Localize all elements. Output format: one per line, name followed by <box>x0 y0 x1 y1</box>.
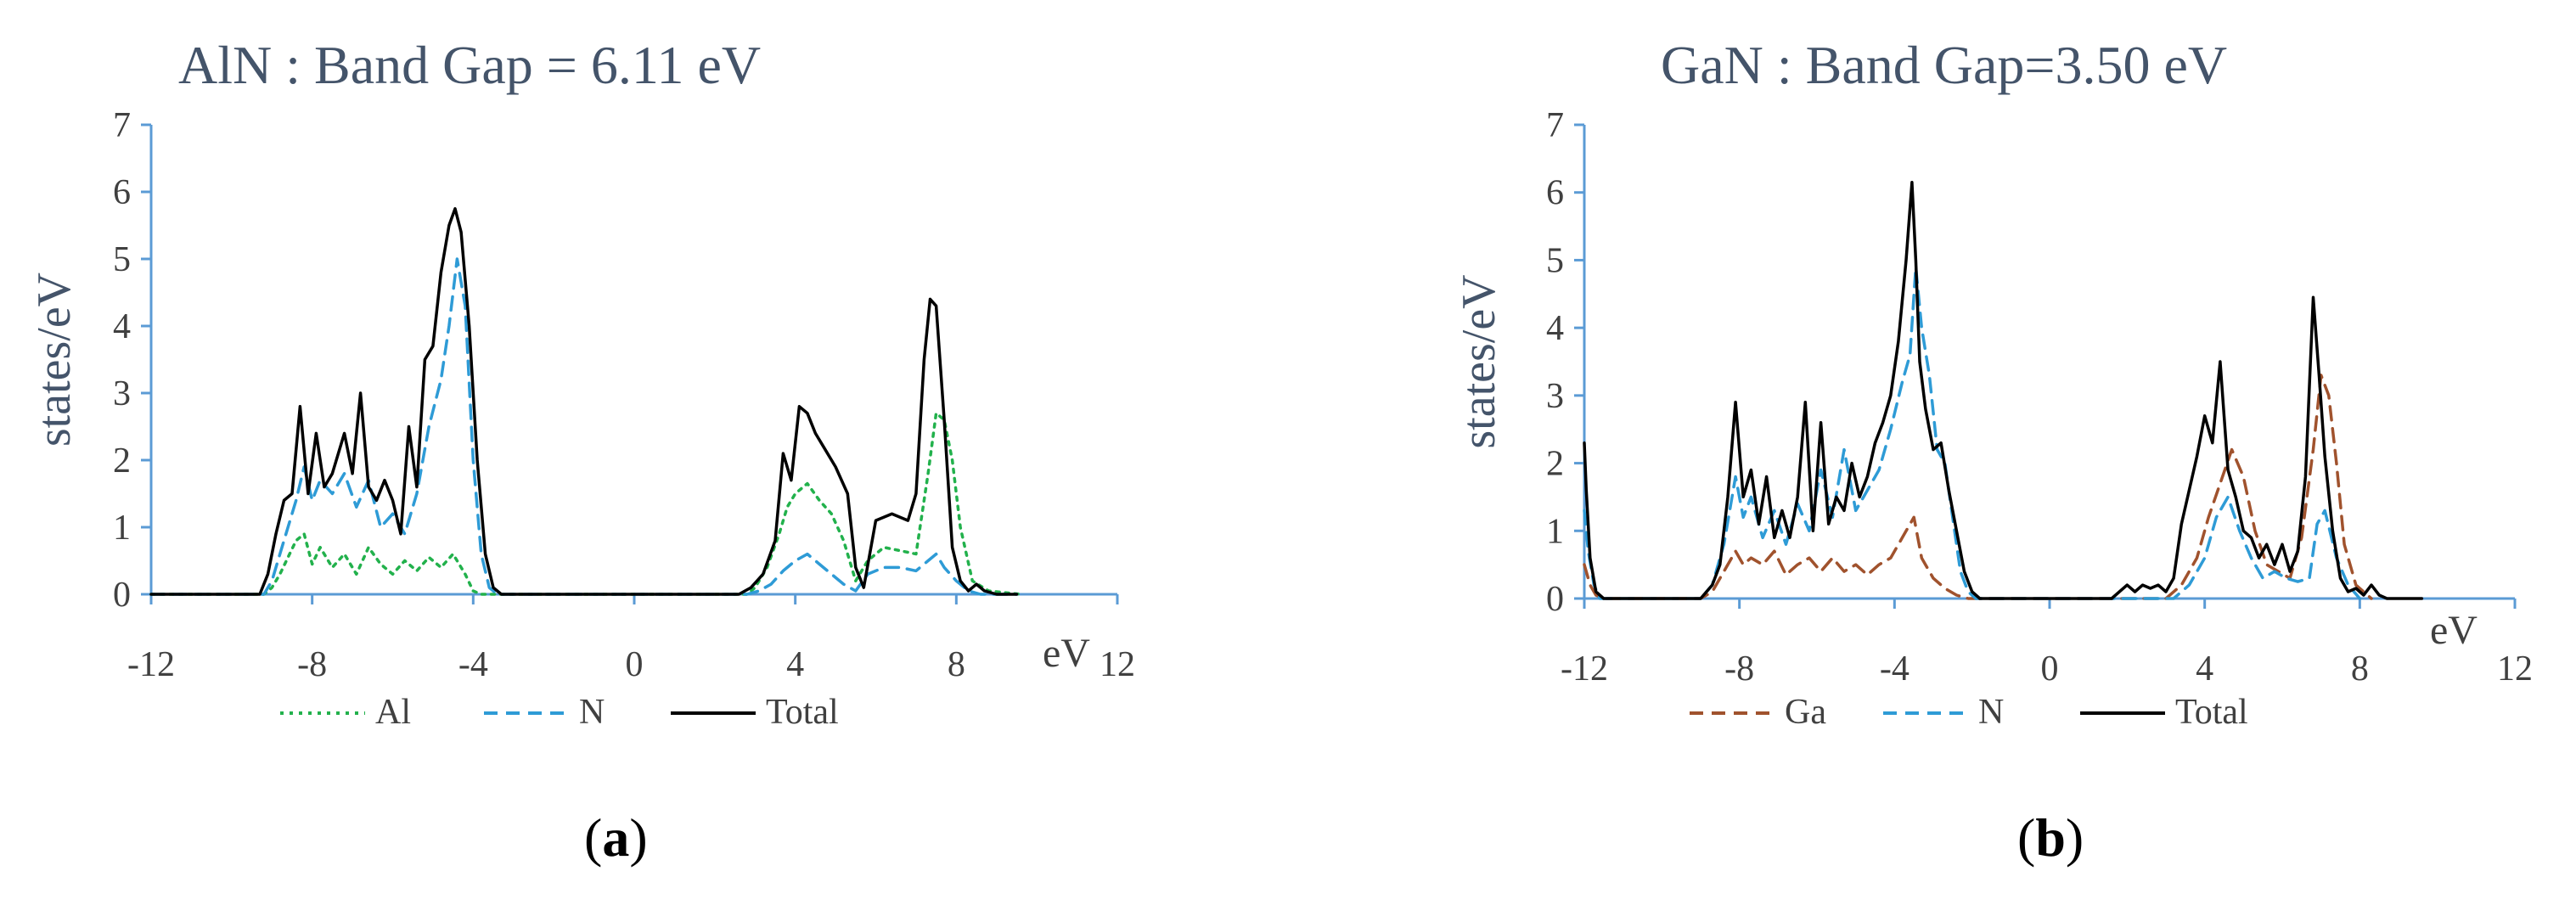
x-axis-unit: eV <box>1043 631 1090 676</box>
series-line-al <box>149 411 1022 596</box>
legend-label-total: Total <box>766 693 839 732</box>
x-tick-label: 0 <box>626 645 644 684</box>
series-line-ga <box>1583 374 2373 600</box>
x-tick-label: 12 <box>1100 645 1135 684</box>
series-line-n <box>149 257 1019 596</box>
panel-b-chart: GaN : Band Gap=3.50 eVstates/eV01234567-… <box>1453 35 2533 868</box>
y-tick-label: 0 <box>1546 580 1564 619</box>
y-tick-label: 2 <box>1546 445 1564 484</box>
legend-label-ga: Ga <box>1785 693 1826 732</box>
panel-a-chart: AlN : Band Gap = 6.11 eVstates/eV0123456… <box>28 35 1135 868</box>
legend-label-total: Total <box>2175 693 2248 732</box>
y-axis-label: states/eV <box>1453 274 1505 448</box>
legend-label-n: N <box>1978 693 2004 732</box>
y-tick-label: 4 <box>1546 309 1564 348</box>
legend-label-al: Al <box>375 693 411 732</box>
y-tick-label: 5 <box>1546 241 1564 280</box>
y-tick-label: 7 <box>1546 106 1564 145</box>
chart-title: GaN : Band Gap=3.50 eV <box>1661 35 2227 95</box>
y-tick-label: 6 <box>113 173 131 212</box>
series-line-total <box>149 207 1019 596</box>
y-tick-label: 3 <box>113 374 131 413</box>
y-tick-label: 3 <box>1546 377 1564 416</box>
y-axis-label: states/eV <box>28 273 81 447</box>
legend-label-n: N <box>579 693 605 732</box>
y-tick-label: 2 <box>113 441 131 481</box>
x-tick-label: -8 <box>1724 649 1754 689</box>
y-tick-label: 6 <box>1546 174 1564 213</box>
x-tick-label: 4 <box>2196 649 2213 689</box>
x-tick-label: -8 <box>297 645 327 684</box>
x-tick-label: 8 <box>948 645 965 684</box>
panel-label: (a) <box>584 807 648 868</box>
y-tick-label: 0 <box>113 576 131 615</box>
panel-label: (b) <box>2017 807 2084 868</box>
series-line-total <box>1583 181 2424 600</box>
x-axis-unit: eV <box>2430 608 2478 653</box>
chart-title: AlN : Band Gap = 6.11 eV <box>178 35 761 95</box>
x-tick-label: 12 <box>2497 649 2533 689</box>
x-tick-label: -4 <box>458 645 488 684</box>
y-tick-label: 5 <box>113 240 131 279</box>
x-tick-label: 8 <box>2351 649 2369 689</box>
series-line-n <box>1583 265 2362 600</box>
y-tick-label: 1 <box>113 509 131 548</box>
y-tick-label: 4 <box>113 307 131 346</box>
y-tick-label: 1 <box>1546 512 1564 551</box>
x-tick-label: -12 <box>127 645 175 684</box>
x-tick-label: 4 <box>786 645 804 684</box>
x-tick-label: -12 <box>1561 649 1608 689</box>
y-tick-label: 7 <box>113 106 131 145</box>
x-tick-label: -4 <box>1880 649 1910 689</box>
x-tick-label: 0 <box>2041 649 2059 689</box>
